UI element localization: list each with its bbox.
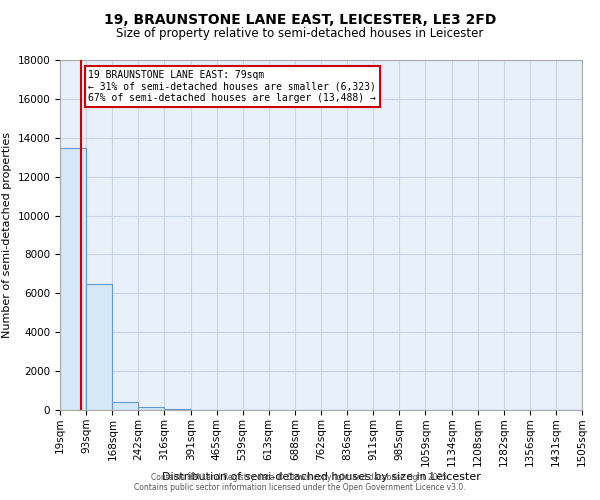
Y-axis label: Number of semi-detached properties: Number of semi-detached properties (2, 132, 12, 338)
Text: Contains HM Land Registry data © Crown copyright and database right 2025.
Contai: Contains HM Land Registry data © Crown c… (134, 473, 466, 492)
Text: 19 BRAUNSTONE LANE EAST: 79sqm
← 31% of semi-detached houses are smaller (6,323): 19 BRAUNSTONE LANE EAST: 79sqm ← 31% of … (88, 70, 376, 103)
Bar (112, 402, 139, 410)
Text: 19, BRAUNSTONE LANE EAST, LEICESTER, LE3 2FD: 19, BRAUNSTONE LANE EAST, LEICESTER, LE3… (104, 12, 496, 26)
Bar (86, 284, 112, 410)
Bar (60, 148, 86, 410)
Text: Size of property relative to semi-detached houses in Leicester: Size of property relative to semi-detach… (116, 28, 484, 40)
X-axis label: Distribution of semi-detached houses by size in Leicester: Distribution of semi-detached houses by … (161, 472, 481, 482)
Bar (139, 407, 164, 410)
